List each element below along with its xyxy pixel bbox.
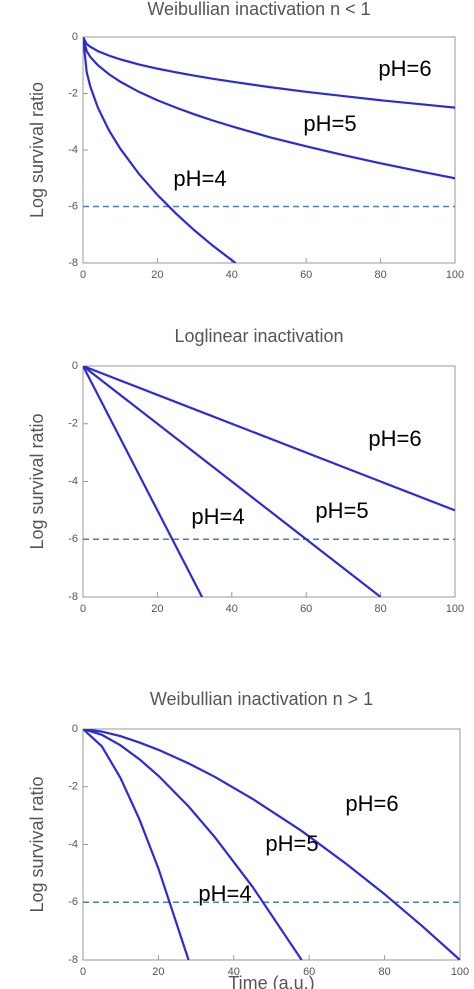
y-tick-label: -4 [68,144,78,156]
y-tick-label: -8 [68,257,78,269]
series-label: pH=5 [265,831,318,856]
x-tick-label: 0 [80,603,86,615]
y-tick-label: -2 [68,781,78,793]
y-tick-label: -2 [68,418,78,430]
y-tick-label: -6 [68,533,78,545]
y-axis-label: Log survival ratio [27,776,47,912]
x-tick-label: 40 [228,966,240,978]
y-tick-label: -8 [68,954,78,966]
series-line [83,729,190,960]
y-axis-label: Log survival ratio [27,82,47,218]
series-line [83,37,455,180]
y-tick-label: -4 [68,475,78,487]
series-line [83,366,204,597]
x-tick-label: 60 [303,966,315,978]
series-label: pH=4 [198,881,251,906]
series-label: pH=6 [368,426,421,451]
y-tick-label: -6 [68,896,78,908]
x-tick-label: 80 [378,966,390,978]
chart-title: Weibullian inactivation n < 1 [147,0,370,19]
y-axis-label: Log survival ratio [27,413,47,549]
x-tick-label: 100 [451,966,469,978]
series-line [83,37,237,263]
y-tick-label: 0 [72,723,78,735]
x-tick-label: 0 [80,269,86,281]
series-line [83,366,455,512]
y-tick-label: -4 [68,838,78,850]
chart-title: Loglinear inactivation [174,326,343,346]
x-axis-label: Time (a.u.) [228,973,314,989]
series-label: pH=5 [303,111,356,136]
series-line [83,729,303,960]
x-tick-label: 40 [226,269,238,281]
series-label: pH=5 [315,498,368,523]
x-tick-label: 20 [151,603,163,615]
x-tick-label: 80 [374,269,386,281]
x-tick-label: 100 [446,603,464,615]
x-tick-label: 20 [152,966,164,978]
x-tick-label: 40 [226,603,238,615]
series-line [83,366,382,597]
series-label: pH=4 [191,504,244,529]
chart-title: Weibullian inactivation n > 1 [150,689,373,709]
series-label: pH=6 [378,56,431,81]
y-tick-label: -8 [68,591,78,603]
x-tick-label: 60 [300,603,312,615]
series-label: pH=6 [345,791,398,816]
x-tick-label: 20 [151,269,163,281]
y-tick-label: 0 [72,360,78,372]
x-tick-label: 100 [446,269,464,281]
y-tick-label: -6 [68,200,78,212]
x-tick-label: 60 [300,269,312,281]
x-tick-label: 0 [80,966,86,978]
series-label: pH=4 [173,166,226,191]
y-tick-label: 0 [72,31,78,43]
x-tick-label: 80 [374,603,386,615]
y-tick-label: -2 [68,87,78,99]
series-line [83,37,455,109]
series-line [83,729,460,960]
plot-frame [82,365,456,598]
